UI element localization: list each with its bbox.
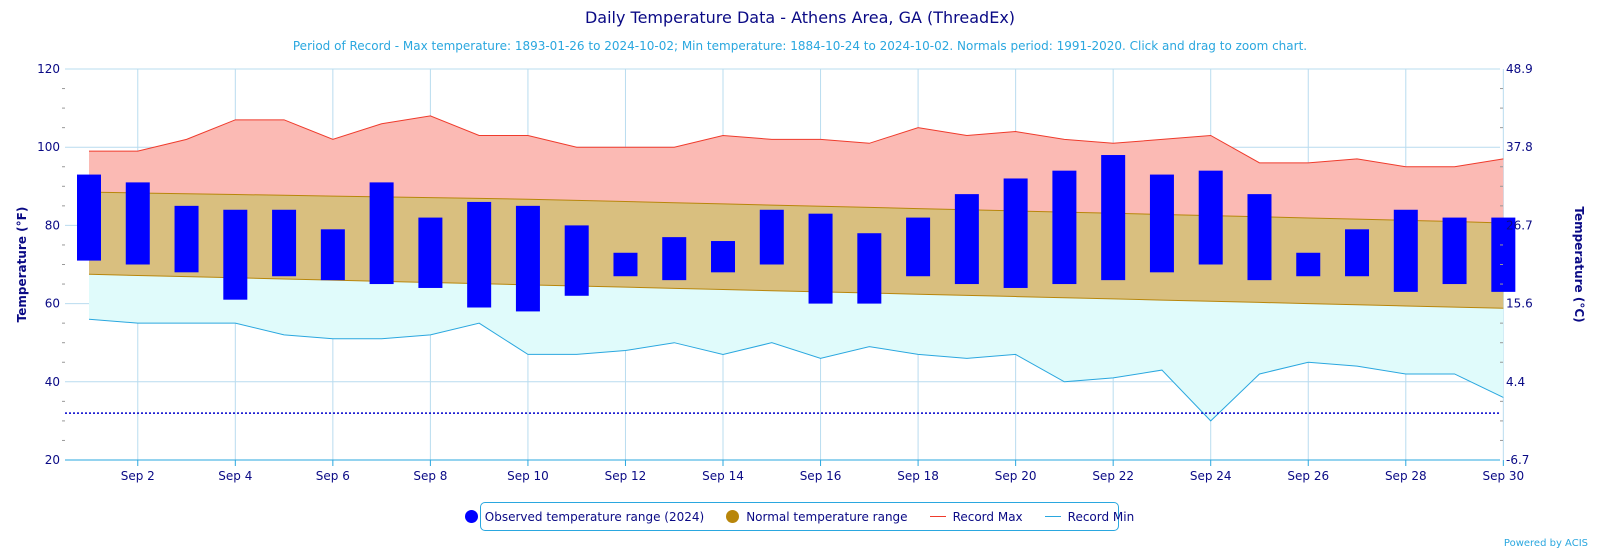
y-tick-label-right: 4.4	[1506, 375, 1525, 389]
observed-bar[interactable]	[418, 217, 443, 288]
y-tick-label-right: -6.7	[1506, 453, 1529, 467]
y-axis-title-right: Temperature (°C)	[1572, 206, 1586, 322]
legend-record-min-label: Record Min	[1067, 509, 1135, 524]
axes: 20 -6.7 40 4.4 60 15.6 80 26.7 100 37.8 120 48.9 Sep…	[15, 62, 1586, 483]
x-tick-label: Sep 22	[1092, 469, 1134, 483]
observed-bar[interactable]	[369, 182, 394, 285]
y-tick-label-left: 80	[45, 218, 60, 232]
legend-item-record-min[interactable]: Record Min	[1044, 509, 1135, 524]
y-tick-label-right: 15.6	[1506, 297, 1533, 311]
observed-bar[interactable]	[515, 205, 540, 312]
legend-record-max-label: Record Max	[952, 509, 1023, 524]
y-axis-title-left: Temperature (°F)	[15, 207, 29, 323]
observed-bar[interactable]	[1393, 209, 1418, 292]
x-tick-label: Sep 24	[1190, 469, 1232, 483]
x-tick-label: Sep 18	[897, 469, 939, 483]
x-tick-label: Sep 26	[1287, 469, 1329, 483]
observed-bar[interactable]	[1296, 252, 1321, 277]
y-tick-label-left: 100	[37, 140, 60, 154]
x-tick-label: Sep 20	[995, 469, 1037, 483]
observed-bar[interactable]	[467, 201, 492, 308]
x-tick-label: Sep 4	[218, 469, 252, 483]
observed-bar[interactable]	[1442, 217, 1467, 285]
observed-bar[interactable]	[613, 252, 638, 277]
observed-bar[interactable]	[223, 209, 248, 300]
y-tick-label-left: 40	[45, 375, 60, 389]
y-tick-label-right: 37.8	[1506, 140, 1533, 154]
x-tick-label: Sep 2	[121, 469, 155, 483]
observed-bar[interactable]	[759, 209, 784, 265]
normal-range-area	[89, 192, 1504, 309]
observed-bar[interactable]	[1101, 155, 1126, 281]
observed-bar[interactable]	[1149, 174, 1174, 273]
observed-bar[interactable]	[564, 225, 589, 296]
x-tick-label: Sep 8	[413, 469, 447, 483]
observed-bar[interactable]	[174, 205, 199, 273]
chart-title: Daily Temperature Data - Athens Area, GA…	[584, 8, 1016, 27]
record-max-line	[89, 115, 1504, 168]
legend: Observed temperature range (2024) Normal…	[464, 502, 1134, 531]
observed-bar[interactable]	[857, 233, 882, 304]
y-tick-label-left: 120	[37, 62, 60, 76]
x-tick-label: Sep 16	[800, 469, 842, 483]
credits-link[interactable]: Powered by ACIS	[1503, 538, 1588, 549]
legend-item-observed[interactable]: Observed temperature range (2024)	[464, 509, 705, 524]
observed-bar[interactable]	[662, 237, 687, 281]
observed-bar[interactable]	[77, 174, 101, 261]
chart-subtitle: Period of Record - Max temperature: 1893…	[292, 39, 1308, 53]
record-max-area	[89, 115, 1504, 224]
x-tick-label: Sep 6	[316, 469, 350, 483]
observed-bar[interactable]	[1052, 170, 1077, 285]
legend-record-max-marker	[929, 516, 946, 517]
record-min-line	[88, 318, 1504, 422]
observed-bar[interactable]	[125, 182, 150, 265]
observed-bar[interactable]	[711, 241, 736, 273]
observed-bar[interactable]	[954, 194, 979, 285]
y-tick-label-right: 48.9	[1506, 62, 1533, 76]
record-min-area	[89, 274, 1504, 421]
range-areas	[89, 115, 1504, 421]
legend-observed-marker	[464, 510, 478, 523]
observed-bar[interactable]	[1003, 178, 1028, 288]
observed-bar[interactable]	[1247, 194, 1272, 281]
observed-bars[interactable]	[77, 155, 1516, 312]
observed-bar[interactable]	[1345, 229, 1370, 277]
legend-item-record-max[interactable]: Record Max	[929, 509, 1023, 524]
observed-bar[interactable]	[906, 217, 931, 277]
observed-bar[interactable]	[1491, 217, 1516, 292]
observed-bar[interactable]	[272, 209, 297, 277]
observed-bar[interactable]	[1198, 170, 1223, 265]
observed-bar[interactable]	[320, 229, 345, 281]
legend-record-min-marker	[1044, 516, 1061, 517]
y-tick-label-left: 20	[45, 453, 60, 467]
legend-item-normal[interactable]: Normal temperature range	[726, 509, 908, 524]
x-tick-label: Sep 28	[1385, 469, 1427, 483]
y-tick-label-right: 26.7	[1506, 218, 1533, 232]
x-tick-label: Sep 30	[1482, 469, 1524, 483]
legend-normal-marker	[726, 510, 740, 523]
x-tick-label: Sep 14	[702, 469, 744, 483]
observed-bar[interactable]	[808, 213, 833, 304]
x-tick-label: Sep 10	[507, 469, 549, 483]
x-tick-label: Sep 12	[605, 469, 647, 483]
legend-observed-label: Observed temperature range (2024)	[484, 509, 705, 524]
y-tick-label-left: 60	[45, 297, 60, 311]
legend-normal-label: Normal temperature range	[746, 509, 908, 524]
